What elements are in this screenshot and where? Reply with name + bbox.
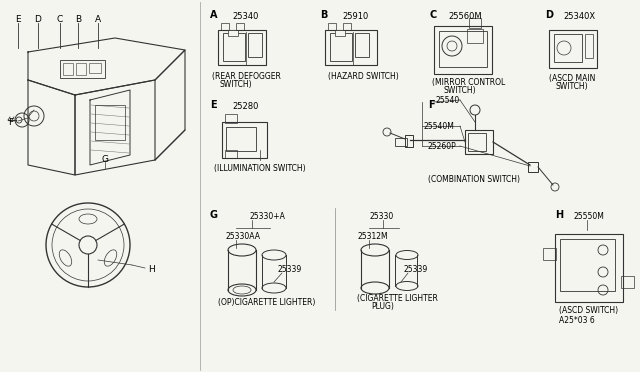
Text: (REAR DEFOGGER: (REAR DEFOGGER (212, 72, 281, 81)
Bar (95, 105, 125, 140)
Text: 25280: 25280 (232, 102, 259, 111)
Bar (76, 63, 86, 75)
Text: SWITCH): SWITCH) (555, 82, 588, 91)
Text: 25339: 25339 (403, 265, 428, 274)
Bar (465, 130, 493, 154)
Text: 25560M: 25560M (448, 12, 482, 21)
Bar (555, 234, 623, 302)
Bar (395, 138, 407, 146)
Text: (ASCD MAIN: (ASCD MAIN (549, 74, 595, 83)
Bar (585, 34, 593, 58)
Bar (621, 276, 634, 288)
Bar (236, 23, 244, 30)
Text: E: E (15, 15, 21, 24)
Bar (528, 162, 538, 172)
Text: 25540M: 25540M (423, 122, 454, 131)
Bar (328, 23, 336, 30)
Text: (ILLUMINATION SWITCH): (ILLUMINATION SWITCH) (214, 164, 306, 173)
Bar (221, 23, 229, 30)
Bar (343, 23, 351, 30)
Bar (228, 30, 238, 36)
Text: 25340X: 25340X (563, 12, 595, 21)
Text: D: D (35, 15, 42, 24)
Bar (467, 29, 483, 43)
Text: G: G (210, 210, 218, 220)
Text: 25330+A: 25330+A (250, 212, 286, 221)
Text: 25312M: 25312M (357, 232, 388, 241)
Text: E: E (210, 100, 216, 110)
Text: PLUG): PLUG) (371, 302, 394, 311)
Bar (218, 30, 266, 65)
Text: (HAZARD SWITCH): (HAZARD SWITCH) (328, 72, 399, 81)
Text: A25*03 6: A25*03 6 (559, 316, 595, 325)
Bar (330, 33, 352, 61)
Bar (60, 60, 105, 78)
Bar (89, 63, 101, 73)
Text: 25260P: 25260P (427, 142, 456, 151)
Bar (222, 122, 267, 158)
Text: A: A (210, 10, 218, 20)
Text: 25339: 25339 (278, 265, 302, 274)
Text: SWITCH): SWITCH) (220, 80, 253, 89)
Text: 25550M: 25550M (573, 212, 604, 221)
Text: (OP)CIGARETTE LIGHTER): (OP)CIGARETTE LIGHTER) (218, 298, 316, 307)
Bar (549, 30, 597, 68)
Text: G: G (102, 155, 109, 164)
Bar (225, 150, 237, 158)
Bar (325, 30, 377, 65)
Bar (468, 133, 486, 151)
Text: 25330: 25330 (370, 212, 394, 221)
Text: 25340: 25340 (232, 12, 259, 21)
Text: 25330AA: 25330AA (225, 232, 260, 241)
Bar (560, 239, 615, 291)
Bar (405, 135, 413, 147)
Bar (543, 248, 556, 260)
Text: (CIGARETTE LIGHTER: (CIGARETTE LIGHTER (357, 294, 438, 303)
Text: H: H (148, 265, 155, 274)
Text: 25910: 25910 (342, 12, 368, 21)
Bar (434, 26, 492, 74)
Text: (ASCD SWITCH): (ASCD SWITCH) (559, 306, 618, 315)
Bar (469, 18, 481, 28)
Bar (335, 30, 345, 36)
Text: B: B (320, 10, 328, 20)
Bar (439, 31, 487, 67)
Bar (355, 33, 369, 57)
Text: A: A (95, 15, 101, 24)
Text: (COMBINATION SWITCH): (COMBINATION SWITCH) (428, 175, 520, 184)
Bar (223, 33, 245, 61)
Bar (225, 114, 237, 123)
Text: D: D (545, 10, 553, 20)
Text: (MIRROR CONTROL: (MIRROR CONTROL (432, 78, 505, 87)
Bar (226, 127, 256, 151)
Bar (554, 34, 582, 62)
Text: F: F (8, 118, 13, 127)
Text: H: H (555, 210, 563, 220)
Text: B: B (75, 15, 81, 24)
Text: SWITCH): SWITCH) (444, 86, 477, 95)
Text: C: C (430, 10, 437, 20)
Bar (248, 33, 262, 57)
Text: C: C (57, 15, 63, 24)
Bar (63, 63, 73, 75)
Text: F: F (428, 100, 435, 110)
Text: 25540: 25540 (435, 96, 460, 105)
